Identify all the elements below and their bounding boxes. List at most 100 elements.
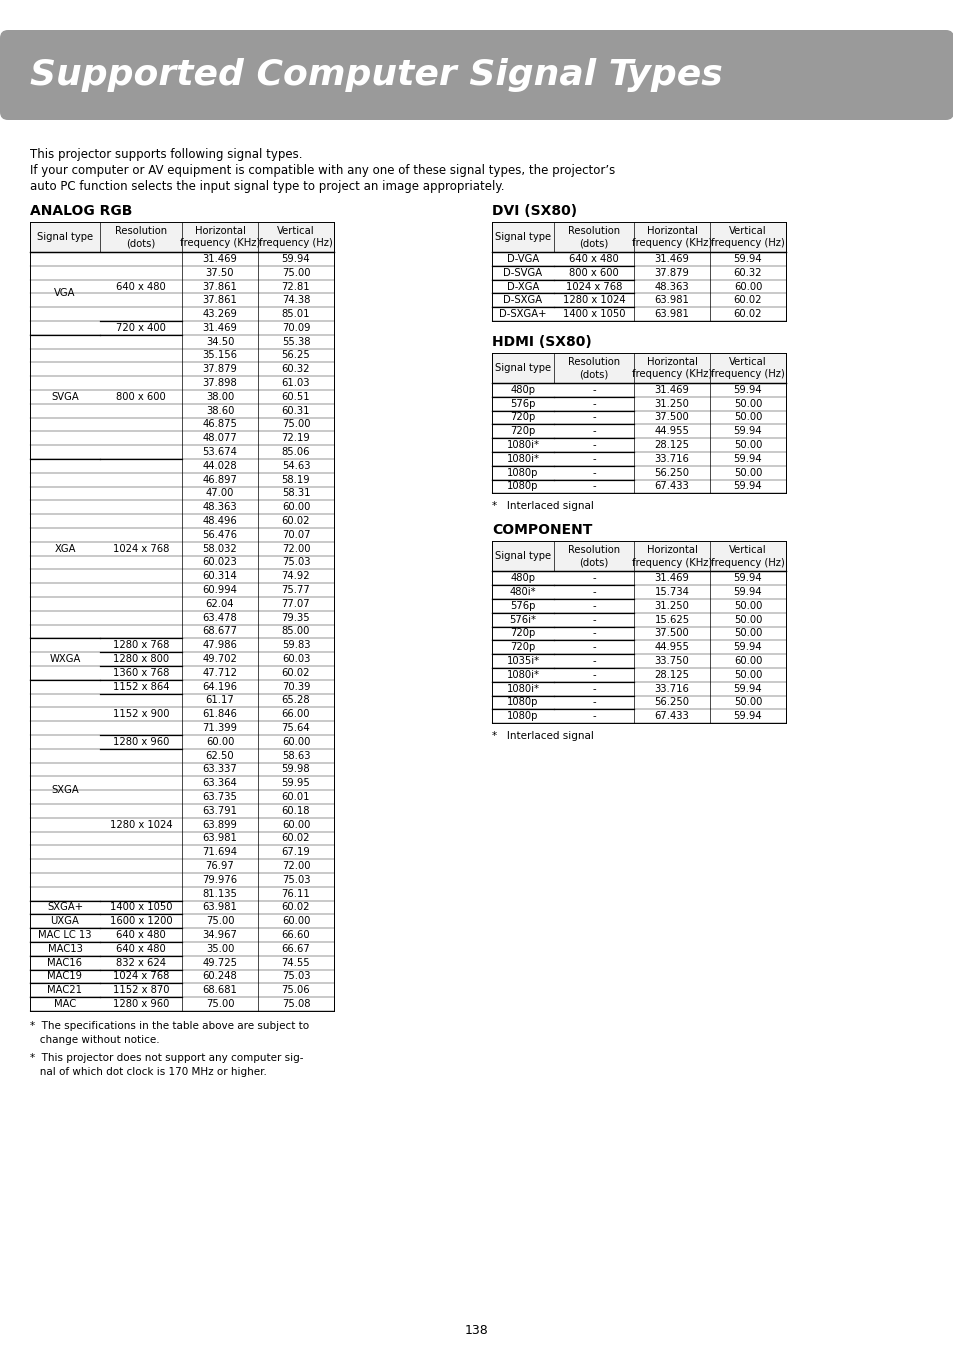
Text: 58.31: 58.31: [281, 488, 310, 499]
Text: 65.28: 65.28: [281, 695, 310, 706]
Text: 58.032: 58.032: [202, 544, 237, 554]
Text: Signal type: Signal type: [495, 362, 551, 373]
Text: 75.06: 75.06: [281, 986, 310, 995]
Text: Signal type: Signal type: [495, 233, 551, 242]
Text: Signal type: Signal type: [37, 233, 93, 242]
Text: 60.314: 60.314: [202, 572, 237, 581]
Text: 15.734: 15.734: [654, 587, 689, 598]
Text: 50.00: 50.00: [733, 669, 761, 680]
Text: 61.03: 61.03: [281, 379, 310, 388]
Text: 44.955: 44.955: [654, 642, 689, 652]
Text: 72.00: 72.00: [281, 544, 310, 554]
Text: 60.02: 60.02: [733, 295, 761, 306]
Text: -: -: [592, 468, 596, 477]
Text: SVGA: SVGA: [51, 392, 79, 402]
Text: 34.50: 34.50: [206, 337, 233, 346]
Text: nal of which dot clock is 170 MHz or higher.: nal of which dot clock is 170 MHz or hig…: [30, 1067, 267, 1078]
Text: D-SVGA: D-SVGA: [503, 268, 542, 277]
Text: 85.01: 85.01: [281, 310, 310, 319]
Text: MAC16: MAC16: [48, 957, 82, 968]
Text: 59.94: 59.94: [733, 587, 761, 598]
Text: 67.433: 67.433: [654, 711, 689, 722]
Bar: [492, 222, 785, 251]
Text: auto PC function selects the input signal type to project an image appropriately: auto PC function selects the input signa…: [30, 180, 504, 193]
Text: Supported Computer Signal Types: Supported Computer Signal Types: [30, 58, 722, 92]
Text: -: -: [592, 587, 596, 598]
Text: *   Interlaced signal: * Interlaced signal: [492, 502, 594, 511]
Text: 58.19: 58.19: [281, 475, 310, 485]
Text: 37.500: 37.500: [654, 412, 689, 422]
Text: 59.83: 59.83: [281, 641, 310, 650]
Text: 1024 x 768: 1024 x 768: [565, 281, 621, 292]
Text: -: -: [592, 385, 596, 395]
Text: 50.00: 50.00: [733, 412, 761, 422]
Text: 60.18: 60.18: [281, 806, 310, 815]
Text: 576p: 576p: [510, 399, 536, 408]
Text: -: -: [592, 454, 596, 464]
Text: 37.879: 37.879: [654, 268, 689, 277]
Text: 31.250: 31.250: [654, 399, 689, 408]
Text: 800 x 600: 800 x 600: [116, 392, 166, 402]
Text: 76.11: 76.11: [281, 888, 310, 899]
Text: Signal type: Signal type: [495, 552, 551, 561]
Text: 68.677: 68.677: [202, 626, 237, 637]
Text: 720p: 720p: [510, 426, 535, 437]
Text: 70.09: 70.09: [281, 323, 310, 333]
Text: 62.50: 62.50: [206, 750, 234, 761]
Text: MAC21: MAC21: [48, 986, 82, 995]
Text: 1280 x 1024: 1280 x 1024: [562, 295, 624, 306]
Text: 54.63: 54.63: [281, 461, 310, 470]
Text: COMPONENT: COMPONENT: [492, 523, 592, 537]
Text: 1080i*: 1080i*: [506, 454, 539, 464]
Text: -: -: [592, 629, 596, 638]
Text: 74.55: 74.55: [281, 957, 310, 968]
Text: Resolution
(dots): Resolution (dots): [567, 545, 619, 568]
Text: change without notice.: change without notice.: [30, 1036, 159, 1045]
Text: 48.363: 48.363: [202, 503, 237, 512]
Text: 75.64: 75.64: [281, 723, 310, 733]
Text: 1280 x 1024: 1280 x 1024: [110, 819, 172, 830]
Text: 60.00: 60.00: [733, 656, 761, 667]
Text: 60.02: 60.02: [281, 833, 310, 844]
Text: 75.00: 75.00: [281, 268, 310, 277]
Text: 1024 x 768: 1024 x 768: [112, 972, 169, 982]
Text: 640 x 480: 640 x 480: [116, 930, 166, 940]
Text: 75.08: 75.08: [281, 999, 310, 1009]
Bar: [30, 222, 334, 251]
Text: 59.94: 59.94: [733, 426, 761, 437]
Text: 1152 x 864: 1152 x 864: [112, 681, 169, 692]
Text: -: -: [592, 615, 596, 625]
Text: 48.077: 48.077: [202, 433, 237, 443]
Text: 1280 x 960: 1280 x 960: [112, 737, 169, 746]
Text: Resolution
(dots): Resolution (dots): [114, 226, 167, 249]
Text: 59.94: 59.94: [733, 454, 761, 464]
Text: UXGA: UXGA: [51, 917, 79, 926]
Text: 59.94: 59.94: [733, 711, 761, 722]
Text: 59.94: 59.94: [733, 385, 761, 395]
Text: *  This projector does not support any computer sig-: * This projector does not support any co…: [30, 1053, 303, 1063]
Text: 48.363: 48.363: [654, 281, 689, 292]
Text: WXGA: WXGA: [50, 654, 81, 664]
Text: 60.32: 60.32: [733, 268, 761, 277]
Text: -: -: [592, 669, 596, 680]
Text: MAC19: MAC19: [48, 972, 82, 982]
Text: 60.02: 60.02: [281, 668, 310, 677]
Text: 60.51: 60.51: [281, 392, 310, 402]
Text: 60.023: 60.023: [202, 557, 237, 568]
Text: 56.476: 56.476: [202, 530, 237, 539]
Text: 38.60: 38.60: [206, 406, 233, 415]
Text: 50.00: 50.00: [733, 629, 761, 638]
Text: 60.00: 60.00: [281, 819, 310, 830]
Text: 71.399: 71.399: [202, 723, 237, 733]
Text: 63.899: 63.899: [202, 819, 237, 830]
Text: 33.750: 33.750: [654, 656, 689, 667]
Text: -: -: [592, 642, 596, 652]
Text: 58.63: 58.63: [281, 750, 310, 761]
Text: 480p: 480p: [510, 385, 535, 395]
Text: Resolution
(dots): Resolution (dots): [567, 357, 619, 379]
Text: 60.01: 60.01: [281, 792, 310, 802]
Text: 63.735: 63.735: [202, 792, 237, 802]
Text: 832 x 624: 832 x 624: [116, 957, 166, 968]
Text: 63.981: 63.981: [202, 903, 237, 913]
Text: 74.92: 74.92: [281, 572, 310, 581]
